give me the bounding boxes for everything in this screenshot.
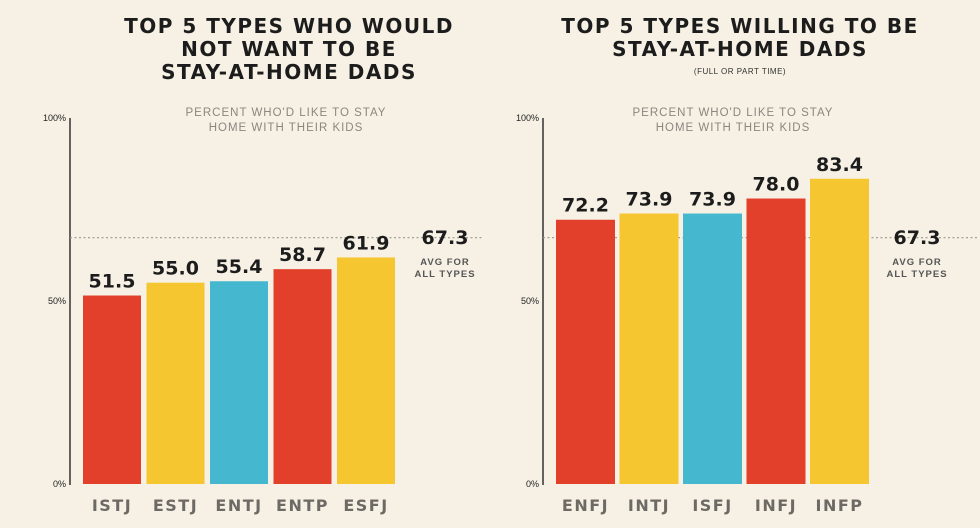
chart2-y-tick-label: 50% xyxy=(521,296,539,306)
chart2-subtitle: (FULL OR PART TIME) xyxy=(694,67,786,76)
chart1-value-label: 55.0 xyxy=(152,258,199,280)
chart2-category-label: ISFJ xyxy=(692,496,732,515)
chart1-bar-esfj xyxy=(337,257,395,484)
chart1-category-label: ESTJ xyxy=(153,496,198,515)
chart2-category-label: INFJ xyxy=(755,496,797,515)
chart1-title-line: TOP 5 TYPES WHO WOULD xyxy=(124,14,454,38)
chart1-bar-estj xyxy=(146,282,205,484)
chart1-caption-line: PERCENT WHO'D LIKE TO STAY xyxy=(186,107,387,119)
chart1-category-label: ISTJ xyxy=(92,496,132,515)
chart2-average-caption: ALL TYPES xyxy=(886,269,947,280)
chart1-value-label: 51.5 xyxy=(89,271,136,293)
chart2-title-line: STAY-AT-HOME DADS xyxy=(612,37,868,61)
chart2-category-label: ENFJ xyxy=(562,496,609,515)
chart2-value-label: 73.9 xyxy=(689,189,736,211)
chart2-bar-infp xyxy=(810,178,869,485)
chart2-bar-isfj xyxy=(683,213,742,484)
chart2-bar-enfj xyxy=(556,219,615,485)
chart2-caption-line: HOME WITH THEIR KIDS xyxy=(656,122,811,134)
chart1-y-tick-label: 0% xyxy=(53,479,66,489)
chart2-value-label: 78.0 xyxy=(753,174,800,196)
chart2-average-caption: AVG FOR xyxy=(892,257,942,268)
chart1-y-tick-label: 50% xyxy=(48,296,66,306)
chart2-value-label: 73.9 xyxy=(626,189,673,211)
chart1-caption-line: HOME WITH THEIR KIDS xyxy=(209,122,364,134)
chart1-average-caption: AVG FOR xyxy=(420,257,470,268)
chart1-average-value: 67.3 xyxy=(422,227,469,249)
chart2-category-label: INTJ xyxy=(628,496,670,515)
chart1-category-label: ENTJ xyxy=(215,496,262,515)
chart1-category-label: ESFJ xyxy=(343,496,388,515)
chart2-average-value: 67.3 xyxy=(894,227,941,249)
chart1-y-tick-label: 100% xyxy=(43,113,66,123)
chart2-category-label: INFP xyxy=(816,496,864,515)
chart2-bar-infj xyxy=(746,198,806,484)
chart2-title-line: TOP 5 TYPES WILLING TO BE xyxy=(561,14,919,38)
chart2-value-label: 83.4 xyxy=(816,154,863,176)
chart1-value-label: 55.4 xyxy=(216,256,263,278)
chart1-average-caption: ALL TYPES xyxy=(414,269,475,280)
chart1-bar-istj xyxy=(83,295,141,484)
chart2-value-label: 72.2 xyxy=(562,195,609,217)
chart1-title-line: NOT WANT TO BE xyxy=(181,37,397,61)
chart1-bar-entj xyxy=(210,281,268,484)
chart2-bar-intj xyxy=(619,213,679,484)
chart2-y-tick-label: 0% xyxy=(526,479,539,489)
chart2-y-tick-label: 100% xyxy=(516,113,539,123)
chart1-value-label: 61.9 xyxy=(343,232,390,254)
chart1-value-label: 58.7 xyxy=(279,244,326,266)
chart1-category-label: ENTP xyxy=(276,496,329,515)
chart2-caption-line: PERCENT WHO'D LIKE TO STAY xyxy=(633,107,834,119)
chart1-title-line: STAY-AT-HOME DADS xyxy=(161,60,417,84)
chart1-bar-entp xyxy=(273,269,332,484)
